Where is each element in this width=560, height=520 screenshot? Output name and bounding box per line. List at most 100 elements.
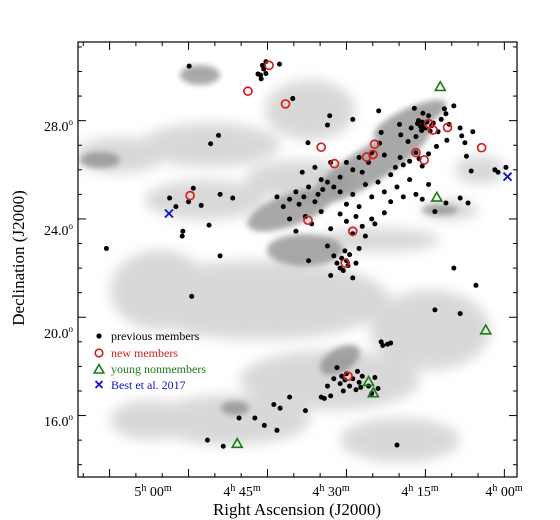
data-point <box>186 63 192 69</box>
data-point <box>375 179 381 185</box>
data-point <box>315 191 321 197</box>
data-point <box>473 282 479 288</box>
data-point <box>372 374 378 380</box>
data-points <box>103 59 513 449</box>
data-point <box>325 179 331 185</box>
data-point <box>438 116 444 122</box>
x-tick-label: 4h 15m <box>401 483 439 500</box>
data-point <box>318 209 324 215</box>
data-point <box>274 427 280 433</box>
data-point <box>394 184 400 190</box>
y-tick-label: 24.0o <box>44 221 74 239</box>
data-point <box>503 164 509 170</box>
data-point <box>366 386 380 398</box>
data-point <box>433 80 447 92</box>
data-point <box>263 70 269 76</box>
data-point <box>271 402 277 407</box>
data-point <box>356 155 362 161</box>
data-point <box>358 384 364 390</box>
data-point <box>331 184 337 190</box>
data-point <box>337 189 343 195</box>
data-point <box>457 125 463 131</box>
data-point <box>189 293 195 299</box>
data-point <box>337 381 343 387</box>
data-point <box>103 245 109 251</box>
data-point <box>355 368 361 374</box>
data-point <box>220 443 226 449</box>
data-point <box>426 182 432 188</box>
data-point <box>353 213 359 219</box>
x-tick-label: 4h 45m <box>223 483 261 500</box>
data-point <box>432 209 438 215</box>
data-point <box>362 233 368 239</box>
data-point <box>369 216 375 222</box>
data-point <box>342 377 348 383</box>
data-point <box>359 373 365 379</box>
data-point <box>287 216 293 222</box>
data-point <box>419 196 425 202</box>
data-point <box>299 169 305 175</box>
data-point <box>443 111 449 117</box>
data-point <box>340 268 346 274</box>
data-point <box>255 71 261 77</box>
data-point <box>350 275 356 281</box>
data-point <box>381 152 387 158</box>
data-point <box>428 125 438 135</box>
data-point <box>277 405 283 411</box>
data-point <box>331 253 337 259</box>
data-point <box>343 201 349 207</box>
data-point <box>359 223 365 229</box>
legend-marker-best-et-al <box>94 380 104 389</box>
data-point <box>362 375 375 387</box>
data-point <box>426 151 432 157</box>
y-tick-label: 16.0o <box>44 412 74 430</box>
data-point <box>318 394 324 400</box>
data-point <box>423 118 434 129</box>
data-point <box>397 155 403 161</box>
data-point <box>328 226 334 232</box>
data-point <box>443 200 449 206</box>
data-point <box>252 415 258 421</box>
data-point <box>327 113 333 119</box>
data-point <box>287 196 293 202</box>
data-point <box>413 134 419 140</box>
data-point <box>276 61 282 67</box>
data-point <box>236 415 242 421</box>
data-point <box>419 155 429 165</box>
data-point <box>264 60 274 71</box>
data-point <box>411 105 417 111</box>
data-point <box>206 222 212 228</box>
data-point <box>342 248 348 254</box>
x-tick-labels: 5h 00m 4h 45m 4h 30m 4h 15m 4h 00m <box>134 483 523 500</box>
data-point <box>459 133 465 139</box>
data-point <box>186 199 192 205</box>
data-point <box>350 116 356 122</box>
data-point <box>381 189 387 195</box>
legend-label-previous-members: previous members <box>111 329 200 343</box>
data-point <box>340 388 346 394</box>
data-point <box>381 210 387 216</box>
legend-marker-previous-members <box>96 333 102 339</box>
data-point <box>329 158 340 169</box>
data-point <box>312 164 318 170</box>
data-point <box>388 340 394 346</box>
data-point <box>280 99 291 109</box>
y-axis-title: Declination (J2000) <box>9 190 28 326</box>
data-point <box>432 307 438 313</box>
data-point <box>372 221 378 227</box>
data-point <box>337 174 343 180</box>
data-point <box>451 103 457 109</box>
data-point <box>444 137 450 143</box>
data-point <box>331 376 337 382</box>
data-point <box>479 323 493 335</box>
data-point <box>312 199 318 205</box>
extinction-map-background <box>78 65 505 462</box>
data-point <box>392 164 398 170</box>
y-tick-label: 28.0o <box>44 117 74 135</box>
data-point <box>465 200 471 206</box>
data-point <box>411 147 421 158</box>
data-point <box>413 150 419 156</box>
axis-ticks <box>78 42 517 477</box>
data-point <box>362 182 368 188</box>
data-point <box>173 204 179 210</box>
